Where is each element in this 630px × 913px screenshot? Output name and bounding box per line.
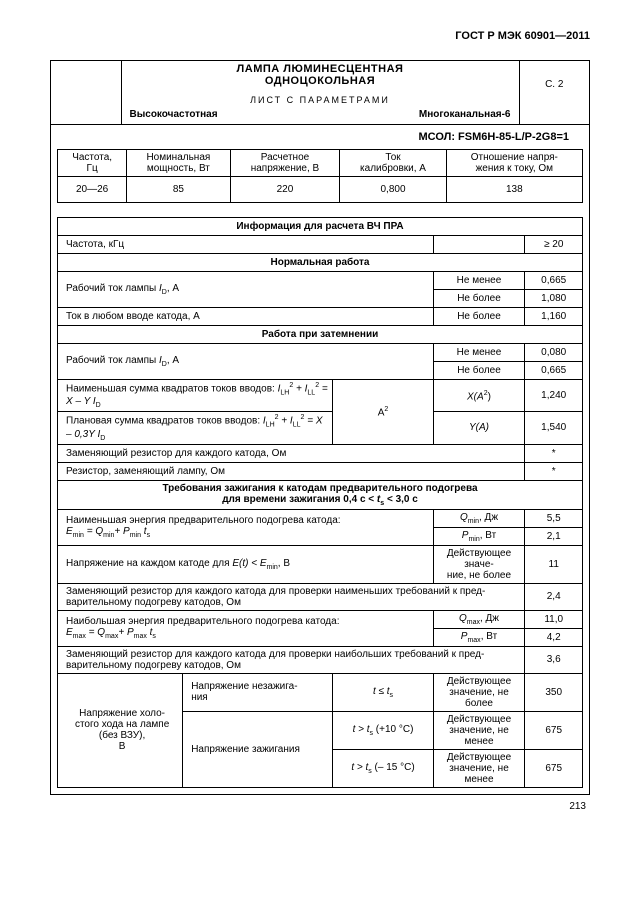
e4-q: Qmax, Дж (433, 610, 525, 628)
e1-q: Qmin, Дж (433, 509, 525, 527)
e4-p: Pmax, Вт (433, 628, 525, 646)
volt-r1-v: 350 (525, 673, 583, 711)
volt-col1: Напряжение холо-стого хода на лампе(без … (58, 673, 183, 787)
param-v5: 138 (446, 177, 582, 203)
page-ref: С. 2 (519, 61, 589, 107)
header-table: ЛАМПА ЛЮМИНЕСЦЕНТНАЯ ОДНОЦОКОЛЬНАЯ ЛИСТ … (51, 61, 589, 125)
info-title: Информация для расчета ВЧ ПРА (58, 218, 583, 236)
r6-label: Заменяющий резистор для каждого катода, … (58, 444, 525, 462)
r3-max-v: 0,665 (525, 362, 583, 380)
r1-label: Рабочий ток лампы ID, А (58, 272, 434, 308)
volt-r3-rms: Действующее значение, не менее (433, 749, 525, 787)
page-number: 213 (50, 801, 590, 812)
r5-label: Плановая сумма квадратов токов вводов: I… (58, 412, 333, 444)
r4-a2: A2 (333, 380, 433, 445)
normal-title: Нормальная работа (58, 254, 583, 272)
lamp-title-2: ОДНОЦОКОЛЬНАЯ (126, 75, 515, 87)
r5-ya: Y(A) (433, 412, 525, 444)
param-v2: 85 (127, 177, 230, 203)
info-table: Информация для расчета ВЧ ПРА Частота, к… (57, 217, 583, 788)
param-v3: 220 (230, 177, 340, 203)
hf-right: Многоканальная-6 (419, 109, 511, 120)
volt-r2-l: Напряжение зажигания (183, 711, 333, 787)
r3-label: Рабочий ток лампы ID, А (58, 344, 434, 380)
e1-label: Наименьшая энергия предварительного подо… (58, 509, 434, 545)
document-id: ГОСТ Р МЭК 60901—2011 (50, 30, 590, 42)
mcol-code: МСОЛ: FSM6H-85-L/P-2G8=1 (51, 125, 589, 149)
r1-min-l: Не менее (433, 272, 525, 290)
r2-v: 1,160 (525, 308, 583, 326)
r4-xa: X(A2) (433, 380, 525, 412)
e1-pv: 2,1 (525, 527, 583, 545)
r4-label: Наименьшая сумма квадратов токов вводов:… (58, 380, 333, 412)
param-v1: 20—26 (58, 177, 127, 203)
e4-label: Наибольшая энергия предварительного подо… (58, 610, 434, 646)
r7-v: * (525, 462, 583, 480)
r3-max-l: Не более (433, 362, 525, 380)
param-h4: Ток калибровки, А (340, 150, 446, 177)
e5-label: Заменяющий резистор для каждого катода д… (58, 646, 525, 673)
dark-title: Работа при затемнении (58, 326, 583, 344)
e2-v: 11 (525, 545, 583, 583)
ign-title: Требования зажигания к катодам предварит… (58, 480, 583, 509)
e2-rms: Действующее значе- ние, не более (433, 545, 525, 583)
volt-r2-rms: Действующее значение, не менее (433, 711, 525, 749)
r1-min-v: 0,665 (525, 272, 583, 290)
param-v4: 0,800 (340, 177, 446, 203)
r3-min-v: 0,080 (525, 344, 583, 362)
param-h1: Частота, Гц (58, 150, 127, 177)
e1-p: Pmin, Вт (433, 527, 525, 545)
r5-v1: 1,540 (525, 412, 583, 444)
e4-pv: 4,2 (525, 628, 583, 646)
e2-label: Напряжение на каждом катоде для E(t) < E… (58, 545, 434, 583)
sheet-subtitle: ЛИСТ С ПАРАМЕТРАМИ (126, 95, 515, 105)
e5-v: 3,6 (525, 646, 583, 673)
r3-min-l: Не менее (433, 344, 525, 362)
page-container: ГОСТ Р МЭК 60901—2011 ЛАМПА ЛЮМИНЕСЦЕНТН… (0, 0, 630, 832)
param-h3: Расчетное напряжение, В (230, 150, 340, 177)
r6-v: * (525, 444, 583, 462)
volt-r1-l: Напряжение незажига- ния (183, 673, 333, 711)
volt-r1-rms: Действующее значение, не более (433, 673, 525, 711)
content-frame: ЛАМПА ЛЮМИНЕСЦЕНТНАЯ ОДНОЦОКОЛЬНАЯ ЛИСТ … (50, 60, 590, 795)
e4-qv: 11,0 (525, 610, 583, 628)
r2-l: Не более (433, 308, 525, 326)
hf-left: Высокочастотная (130, 109, 218, 120)
volt-r3-v: 675 (525, 749, 583, 787)
volt-r1-c: t ≤ ts (333, 673, 433, 711)
r7-label: Резистор, заменяющий лампу, Ом (58, 462, 525, 480)
param-h5: Отношение напря- жения к току, Ом (446, 150, 582, 177)
e3-v: 2,4 (525, 583, 583, 610)
param-h2: Номинальная мощность, Вт (127, 150, 230, 177)
r2-label: Ток в любом вводе катода, А (58, 308, 434, 326)
e3-label: Заменяющий резистор для каждого катода д… (58, 583, 525, 610)
r1-max-l: Не более (433, 290, 525, 308)
e1-qv: 5,5 (525, 509, 583, 527)
volt-r2-v: 675 (525, 711, 583, 749)
freq-label: Частота, кГц (58, 236, 434, 254)
volt-r2-c: t > ts (+10 °C) (333, 711, 433, 749)
params-table: Частота, Гц Номинальная мощность, Вт Рас… (57, 149, 583, 203)
volt-r3-c: t > ts (– 15 °C) (333, 749, 433, 787)
r1-max-v: 1,080 (525, 290, 583, 308)
lamp-title-1: ЛАМПА ЛЮМИНЕСЦЕНТНАЯ (126, 63, 515, 75)
r4-v1: 1,240 (525, 380, 583, 412)
freq-val: ≥ 20 (525, 236, 583, 254)
